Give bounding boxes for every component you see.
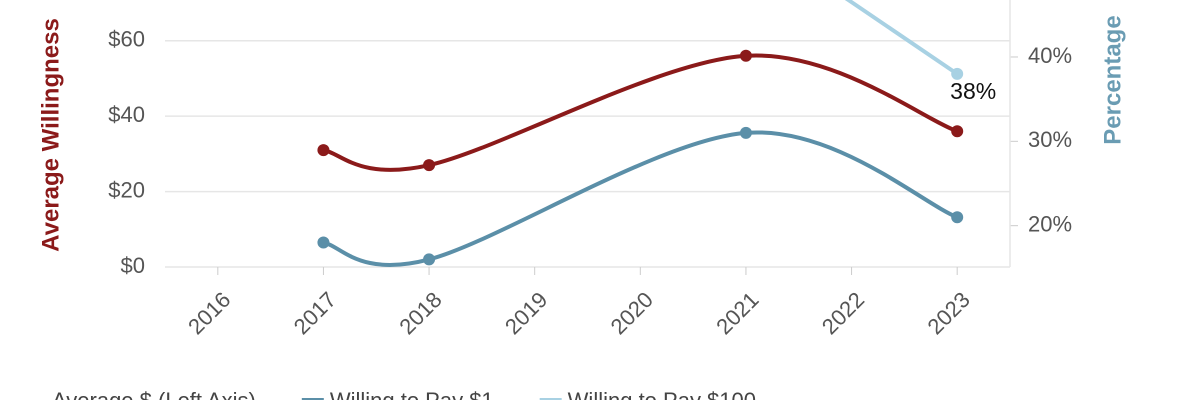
x-tick-label: 2017 — [289, 287, 341, 339]
y-tick-label: $60 — [108, 27, 145, 52]
x-tick-label: 2021 — [711, 287, 763, 339]
data-point — [423, 159, 436, 172]
y-tick-label: $0 — [121, 253, 145, 278]
y2-tick-label: 30% — [1028, 127, 1072, 152]
legend-label: Average $ (Left Axis) — [52, 388, 256, 400]
legend-label: Willing to Pay $100 — [568, 388, 756, 400]
y-tick-label: $20 — [108, 177, 145, 202]
series-line — [322, 130, 958, 267]
data-point — [317, 144, 330, 157]
data-point — [739, 126, 752, 139]
x-tick-label: 2018 — [394, 287, 446, 339]
y-tick-label: $40 — [108, 102, 145, 127]
data-point — [951, 67, 964, 80]
y2-tick-label: 20% — [1028, 211, 1072, 236]
x-tick-label: 2016 — [183, 287, 235, 339]
data-point — [317, 236, 330, 249]
data-point — [951, 211, 964, 224]
y-axis-title: Average Willingness — [37, 18, 64, 252]
data-point — [423, 253, 436, 266]
y2-axis-title: Percentage — [1099, 15, 1126, 144]
x-tick-label: 2023 — [923, 287, 975, 339]
x-tick-label: 2019 — [500, 287, 552, 339]
data-point — [951, 125, 964, 138]
x-tick-label: 2020 — [606, 287, 658, 339]
legend-label: Willing to Pay $1 — [330, 388, 494, 400]
data-point — [739, 49, 752, 62]
x-tick-label: 2022 — [817, 287, 869, 339]
data-label: 38% — [950, 78, 996, 104]
series-line — [844, 0, 959, 76]
series-line — [322, 53, 958, 172]
y2-tick-label: 40% — [1028, 43, 1072, 68]
